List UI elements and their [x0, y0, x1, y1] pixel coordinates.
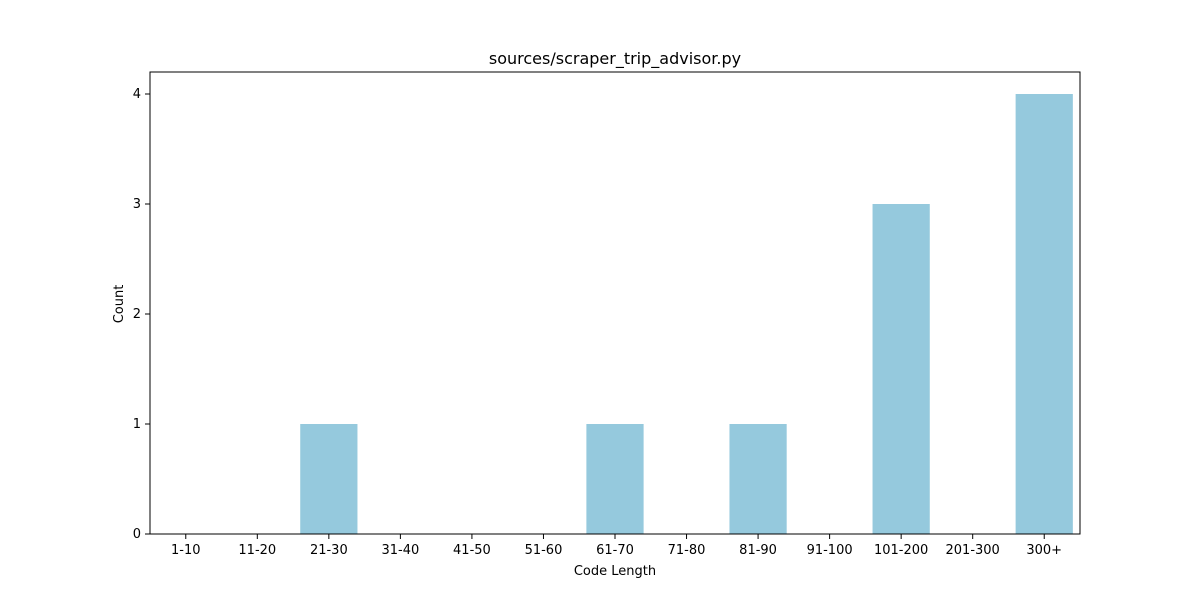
bar-101-200: [872, 204, 930, 534]
x-tick-label: 81-90: [739, 543, 777, 558]
bar-21-30: [300, 424, 358, 534]
x-tick-label: 300+: [1026, 543, 1062, 558]
bar-81-90: [729, 424, 787, 534]
bars-group: [300, 94, 1073, 534]
x-tick-label: 31-40: [381, 543, 419, 558]
bar-61-70: [586, 424, 644, 534]
x-tick-label: 91-100: [807, 543, 853, 558]
x-axis-ticks: 1-10 11-20 21-30 31-40 41-50 51-60 61-70 71-80 8…: [171, 534, 1062, 558]
x-tick-label: 21-30: [310, 543, 348, 558]
chart-title: sources/scraper_trip_advisor.py: [489, 49, 741, 69]
x-tick-label: 201-300: [946, 543, 1000, 558]
x-tick-label: 71-80: [668, 543, 706, 558]
y-tick-label: 2: [133, 307, 141, 322]
x-tick-label: 11-20: [238, 543, 276, 558]
y-tick-label: 0: [133, 527, 141, 542]
x-tick-label: 101-200: [874, 543, 928, 558]
x-axis-label: Code Length: [574, 564, 656, 579]
y-axis-ticks: 0 1 2 3 4: [133, 87, 150, 542]
y-tick-label: 3: [133, 197, 141, 212]
y-tick-label: 4: [133, 87, 141, 102]
x-tick-label: 41-50: [453, 543, 491, 558]
x-tick-label: 51-60: [525, 543, 563, 558]
y-axis-label: Count: [112, 285, 127, 324]
x-tick-label: 61-70: [596, 543, 634, 558]
x-tick-label: 1-10: [171, 543, 201, 558]
bar-300+: [1015, 94, 1073, 534]
y-tick-label: 1: [133, 417, 141, 432]
